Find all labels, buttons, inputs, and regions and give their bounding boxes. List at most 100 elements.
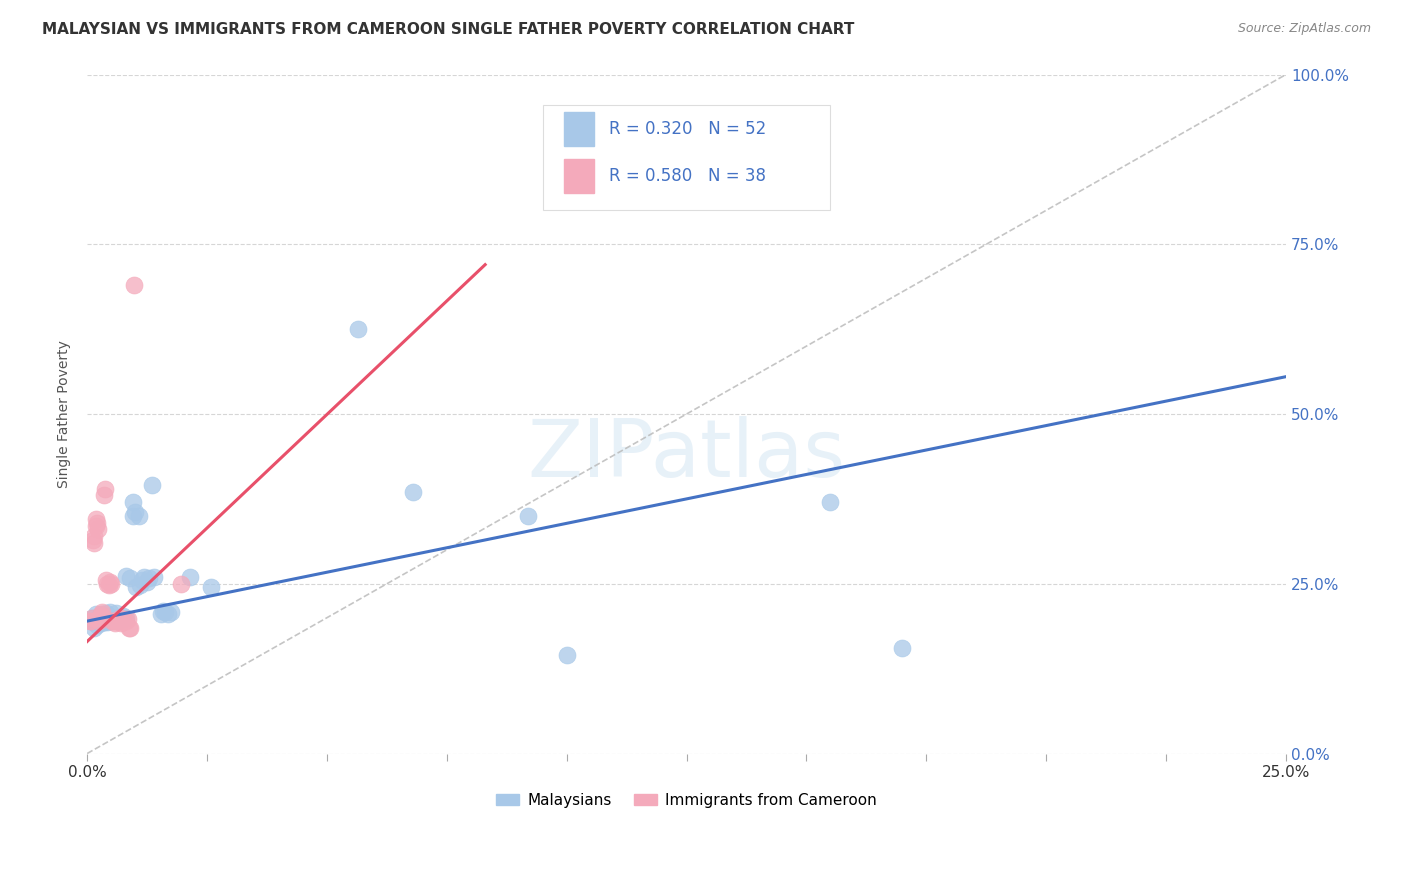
Point xyxy=(402,485,425,500)
FancyBboxPatch shape xyxy=(564,112,595,145)
Point xyxy=(98,605,121,619)
Point xyxy=(114,611,136,625)
Point xyxy=(103,611,125,625)
Point xyxy=(86,523,108,537)
Point xyxy=(138,571,160,585)
Point xyxy=(84,519,107,533)
FancyBboxPatch shape xyxy=(564,160,595,194)
Point xyxy=(93,615,115,630)
Text: ZIPatlas: ZIPatlas xyxy=(527,416,845,494)
Point xyxy=(517,508,540,523)
Point xyxy=(84,614,107,628)
Point xyxy=(555,648,578,662)
Point xyxy=(89,614,111,628)
Point xyxy=(90,616,112,631)
Point xyxy=(94,614,117,628)
Point xyxy=(108,611,131,625)
Point xyxy=(132,570,155,584)
Point xyxy=(120,621,142,635)
Point xyxy=(80,611,103,625)
Point xyxy=(80,614,103,628)
Point xyxy=(94,482,117,496)
Point xyxy=(89,611,111,625)
Legend: Malaysians, Immigrants from Cameroon: Malaysians, Immigrants from Cameroon xyxy=(491,787,883,814)
Point xyxy=(83,621,105,635)
Point xyxy=(96,615,118,630)
Point xyxy=(86,614,108,628)
Point xyxy=(97,578,120,592)
Point xyxy=(86,617,108,632)
Point xyxy=(104,616,127,631)
Point xyxy=(96,606,118,620)
Point xyxy=(131,574,153,588)
Point xyxy=(93,488,115,502)
Point xyxy=(107,614,129,628)
Point xyxy=(79,614,101,628)
Point xyxy=(124,506,146,520)
Point xyxy=(820,495,842,509)
Point xyxy=(200,580,222,594)
Point xyxy=(107,614,129,628)
Point xyxy=(96,574,118,588)
Text: R = 0.320   N = 52: R = 0.320 N = 52 xyxy=(609,120,766,138)
Point xyxy=(128,508,150,523)
Point xyxy=(114,614,136,628)
Point xyxy=(104,612,127,626)
Point xyxy=(112,612,135,626)
Point xyxy=(150,607,173,622)
Point xyxy=(121,508,143,523)
Point xyxy=(103,614,125,628)
Point xyxy=(84,512,107,526)
Point xyxy=(98,575,121,590)
Point xyxy=(156,607,179,622)
Point xyxy=(97,614,120,628)
Point xyxy=(347,322,370,336)
Point xyxy=(96,612,118,626)
Point xyxy=(141,478,163,492)
Point xyxy=(90,614,112,628)
Point xyxy=(114,568,136,582)
Point xyxy=(118,621,141,635)
Point xyxy=(169,576,191,591)
Point xyxy=(91,612,114,626)
Point xyxy=(129,578,152,592)
Text: MALAYSIAN VS IMMIGRANTS FROM CAMEROON SINGLE FATHER POVERTY CORRELATION CHART: MALAYSIAN VS IMMIGRANTS FROM CAMEROON SI… xyxy=(42,22,855,37)
Point xyxy=(160,605,183,619)
Point xyxy=(83,529,105,543)
Point xyxy=(125,580,148,594)
Point xyxy=(91,609,114,624)
Point xyxy=(89,611,111,625)
Text: Source: ZipAtlas.com: Source: ZipAtlas.com xyxy=(1237,22,1371,36)
Point xyxy=(101,614,124,628)
Point xyxy=(104,606,127,620)
FancyBboxPatch shape xyxy=(543,105,831,211)
Point xyxy=(96,576,118,591)
Point xyxy=(84,607,107,622)
Point xyxy=(110,616,132,631)
Point xyxy=(143,570,166,584)
Point xyxy=(80,611,103,625)
Point xyxy=(179,570,201,584)
Point xyxy=(82,614,104,628)
Point xyxy=(112,609,135,624)
Point xyxy=(80,614,103,628)
Point xyxy=(90,611,112,625)
Point xyxy=(891,641,914,656)
Point xyxy=(110,612,132,626)
Point xyxy=(122,278,145,293)
Point xyxy=(136,575,159,590)
Text: R = 0.580   N = 38: R = 0.580 N = 38 xyxy=(609,168,766,186)
Point xyxy=(90,607,112,622)
Point xyxy=(121,495,143,509)
Point xyxy=(152,604,174,618)
Point xyxy=(153,605,176,619)
Point xyxy=(117,612,139,626)
Point xyxy=(91,605,114,619)
Point xyxy=(90,611,112,625)
Point xyxy=(83,536,105,550)
Point xyxy=(104,614,127,628)
Point xyxy=(89,614,111,628)
Y-axis label: Single Father Poverty: Single Father Poverty xyxy=(58,340,72,488)
Point xyxy=(93,611,115,625)
Point xyxy=(100,576,122,591)
